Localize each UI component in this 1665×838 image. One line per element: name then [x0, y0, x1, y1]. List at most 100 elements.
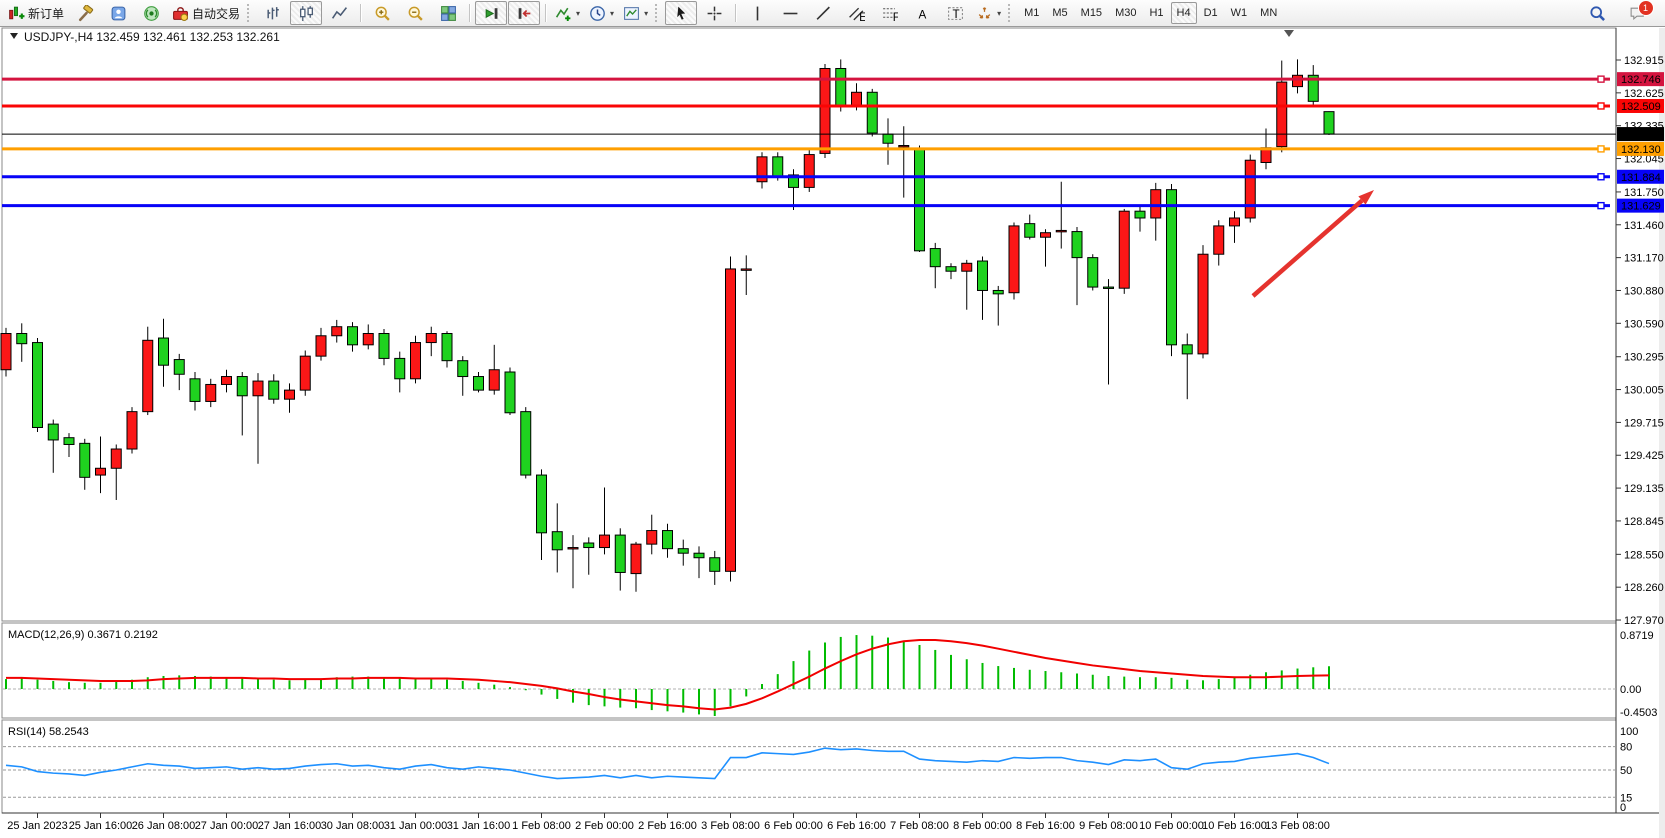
market-watch-button[interactable] — [102, 1, 134, 25]
tile-windows-button[interactable] — [432, 1, 464, 25]
candle-body — [1118, 210, 1130, 289]
auto-trading-button[interactable]: 自动交易 — [168, 1, 244, 25]
candle-body — [1244, 159, 1256, 219]
timeframe-h1-button[interactable]: H1 — [1149, 7, 1164, 19]
time-axis-label: 13 Feb 08:00 — [1265, 820, 1330, 832]
hline-131.629[interactable]: 131.629 — [2, 198, 1664, 213]
price-axis-label: 131.460 — [1624, 220, 1664, 232]
candle-body — [221, 376, 232, 385]
hline-132.261[interactable]: 132.261 — [2, 127, 1664, 141]
candle-body — [725, 268, 736, 572]
zoom-in-button[interactable] — [366, 1, 398, 25]
candles-icon — [299, 5, 313, 21]
candle-body — [819, 67, 831, 154]
candle-body — [378, 332, 390, 359]
hline-handle[interactable] — [1597, 173, 1605, 181]
auto-scroll-button[interactable] — [475, 1, 508, 25]
autotrade-icon — [173, 6, 188, 21]
candle-body — [1197, 253, 1209, 355]
chart-shift-button[interactable] — [508, 1, 541, 25]
new-order-button[interactable]: 新订单 — [4, 1, 68, 25]
timeframe-m15-button[interactable]: M15 — [1080, 7, 1103, 19]
bar-chart-button[interactable] — [257, 1, 289, 25]
hline-131.884[interactable]: 131.884 — [2, 169, 1664, 184]
candle-body — [992, 289, 1004, 295]
price-badge — [1617, 98, 1664, 113]
price-axis-label: 129.425 — [1624, 450, 1664, 462]
text-button[interactable]: A — [906, 1, 938, 25]
time-axis-label: 30 Jan 08:00 — [321, 820, 385, 832]
chart-shift-marker-icon[interactable] — [1284, 30, 1294, 37]
vertical-line-button[interactable] — [741, 1, 773, 25]
timeframe-w1-button[interactable]: W1 — [1230, 7, 1248, 19]
timeframe-h4-button[interactable]: H4 — [1170, 2, 1197, 24]
fibonacci-button[interactable]: F — [873, 1, 905, 25]
equidistant-channel-button[interactable]: E — [840, 1, 872, 25]
hline-handle[interactable] — [1597, 145, 1605, 153]
arrows-button[interactable]: ▾ — [972, 1, 1005, 25]
candle-body — [95, 467, 106, 476]
time-axis-label: 10 Feb 16:00 — [1202, 820, 1267, 832]
auto-trading-label: 自动交易 — [192, 6, 241, 21]
candle-body — [677, 548, 689, 554]
channel-icon: E — [848, 7, 865, 22]
candle-body — [772, 156, 784, 178]
hline-icon — [783, 12, 797, 14]
horizontal-line-objects[interactable]: 132.746 132.509 132.261 132.130 131.884 131.6… — [2, 72, 1664, 213]
cursor-button[interactable] — [665, 1, 698, 25]
templates-button[interactable]: ▾ — [619, 1, 652, 25]
symbol-dropdown-icon[interactable] — [10, 33, 18, 39]
price-axis-label: 130.590 — [1624, 318, 1664, 330]
news-signal-button[interactable] — [135, 1, 167, 25]
hline-132.130[interactable]: 132.130 — [2, 141, 1664, 156]
timeframe-m5-button[interactable]: M5 — [1052, 7, 1068, 19]
candle-body — [205, 383, 217, 402]
horizontal-line-button[interactable] — [774, 1, 806, 25]
toolbar-grip — [655, 4, 661, 22]
timeframe-d1-button[interactable]: D1 — [1203, 7, 1218, 19]
periods-button[interactable]: ▾ — [585, 1, 618, 25]
line-chart-button[interactable] — [323, 1, 355, 25]
search-button[interactable] — [1581, 1, 1613, 25]
candle-body — [1307, 74, 1319, 102]
macd-signal-line — [6, 639, 1330, 711]
crosshair-button[interactable] — [698, 1, 730, 25]
hline-132.746[interactable]: 132.746 — [2, 72, 1664, 87]
toolbar-separator — [735, 4, 737, 22]
time-axis-label: 6 Feb 16:00 — [827, 820, 886, 832]
rsi-panel[interactable] — [1, 719, 1617, 814]
candle-body — [1150, 189, 1162, 219]
hline-handle[interactable] — [1597, 75, 1605, 83]
time-axis-label: 8 Feb 16:00 — [1016, 820, 1075, 832]
candle-body — [898, 145, 910, 148]
metaeditor-button[interactable] — [69, 1, 101, 25]
main-panel[interactable] — [1, 27, 1617, 622]
candlestick-chart-button[interactable] — [290, 1, 323, 25]
arrow-head[interactable] — [1358, 190, 1374, 205]
price-badge-label: 132.261 — [1621, 129, 1661, 141]
hline-132.509[interactable]: 132.509 — [2, 98, 1664, 113]
candle-body — [284, 389, 295, 400]
labelT-icon: T — [947, 6, 963, 20]
hline-handle[interactable] — [1597, 102, 1605, 110]
text-label-button[interactable]: T — [939, 1, 971, 25]
trendline-button[interactable] — [807, 1, 839, 25]
candle-body — [268, 380, 280, 400]
timeframe-mn-button[interactable]: MN — [1260, 7, 1278, 19]
toolbar-separator — [469, 4, 471, 22]
hammer-icon — [78, 4, 93, 21]
notifications-button[interactable]: 1 — [1621, 0, 1654, 25]
crosshair-icon — [707, 6, 721, 20]
indicators-list-button[interactable]: ▾ — [551, 1, 584, 25]
candle-body — [0, 332, 12, 371]
price-axis-label: 131.750 — [1624, 187, 1664, 199]
timeframe-m30-button[interactable]: M30 — [1115, 7, 1137, 19]
hline-handle[interactable] — [1597, 201, 1605, 210]
arrow-shaft[interactable] — [1251, 198, 1364, 298]
zoom-out-button[interactable] — [399, 1, 431, 25]
candle-body — [1166, 189, 1177, 346]
candle-body — [1103, 286, 1114, 289]
trend-arrow[interactable] — [1251, 190, 1374, 298]
timeframe-m1-button[interactable]: M1 — [1024, 7, 1040, 19]
